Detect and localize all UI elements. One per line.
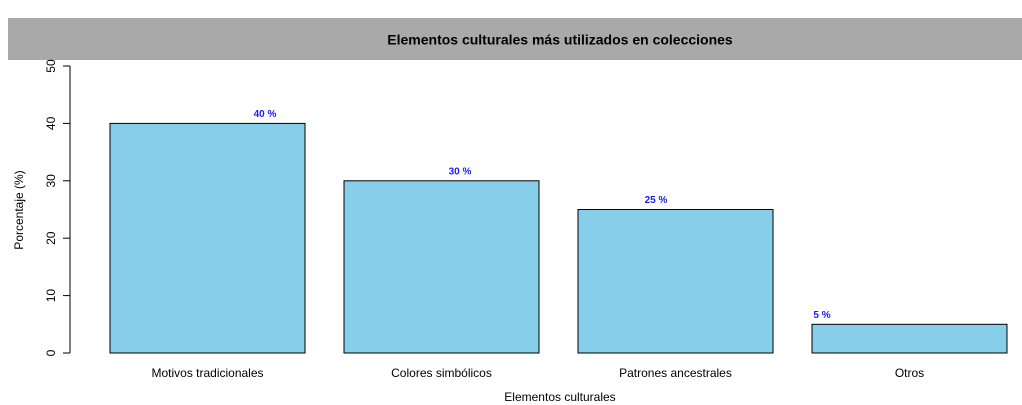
y-axis-label: Porcentaje (%) xyxy=(12,170,26,249)
title-band xyxy=(8,18,1022,60)
x-tick-label: Patrones ancestrales xyxy=(619,366,732,380)
bar xyxy=(109,122,306,354)
value-label: 40 % xyxy=(254,109,277,120)
value-label: 30 % xyxy=(449,166,472,177)
y-tick-label: 0 xyxy=(44,349,58,356)
x-tick-label: Otros xyxy=(895,366,924,380)
y-tick-label: 50 xyxy=(44,59,58,73)
x-tick-label: Motivos tradicionales xyxy=(151,366,263,380)
value-label: 5 % xyxy=(813,310,830,321)
y-tick-label: 40 xyxy=(44,116,58,130)
y-tick-label: 20 xyxy=(44,231,58,245)
bar xyxy=(811,323,1008,354)
bar xyxy=(343,180,540,354)
x-axis-label: Elementos culturales xyxy=(504,390,615,404)
y-tick-label: 10 xyxy=(44,289,58,303)
x-tick-label: Colores simbólicos xyxy=(391,366,492,380)
bar xyxy=(577,209,774,354)
y-tick-label: 30 xyxy=(44,174,58,188)
value-label: 25 % xyxy=(645,195,668,206)
chart-title: Elementos culturales más utilizados en c… xyxy=(387,32,733,48)
